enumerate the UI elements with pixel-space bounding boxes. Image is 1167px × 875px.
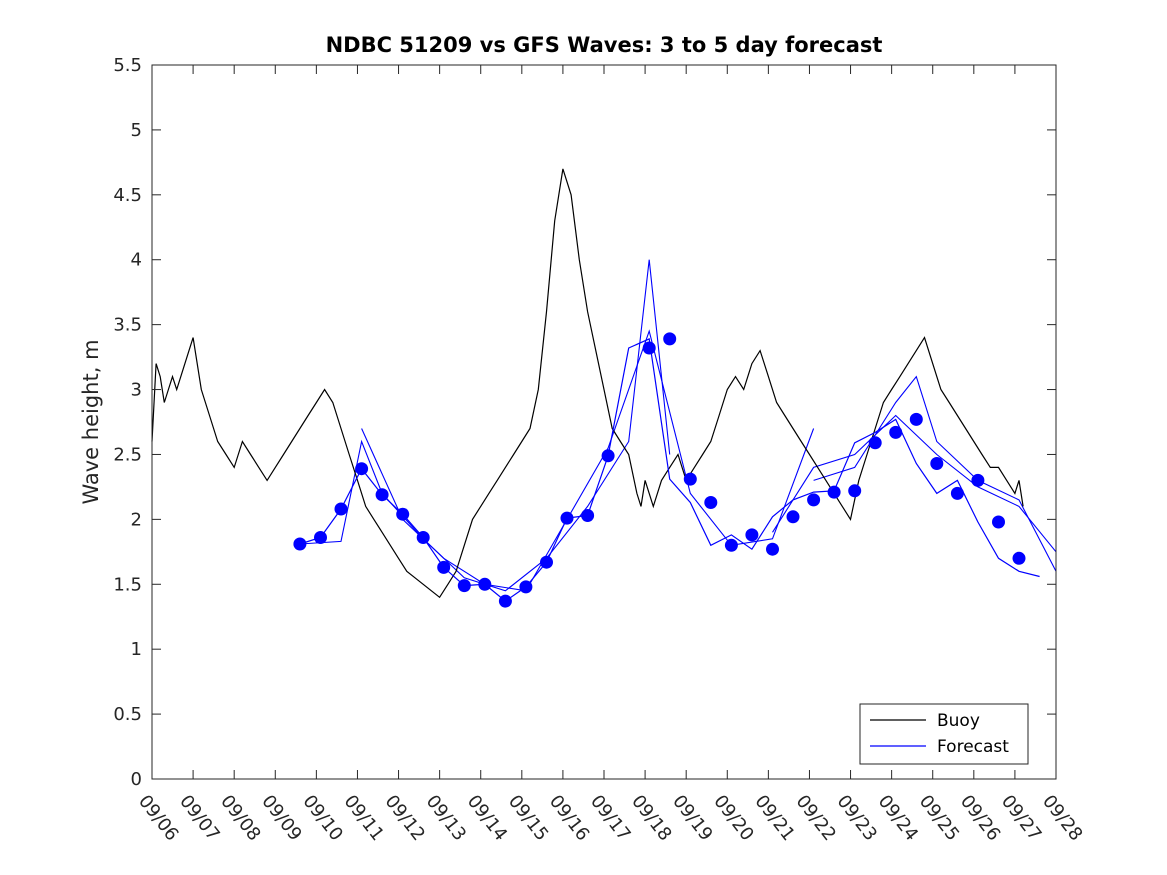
x-tick-label-16: 09/22 [792,791,840,845]
forecast-marker-2 [334,502,348,516]
forecast-marker-29 [909,412,923,426]
forecast-marker-27 [868,436,882,450]
forecast-marker-6 [416,531,430,544]
y-tick-label-11: 5.5 [113,55,142,76]
x-tick-label-2: 09/08 [216,791,264,845]
forecast-marker-8 [457,579,471,593]
x-tick-label-14: 09/20 [709,791,757,845]
y-tick-label-0: 0 [131,769,142,790]
forecast-marker-17 [663,332,677,346]
forecast-marker-4 [375,488,389,502]
forecast-marker-18 [683,472,697,486]
forecast-marker-25 [827,485,841,499]
x-tick-label-20: 09/26 [956,791,1004,845]
y-tick-label-6: 3 [131,380,142,401]
forecast-marker-34 [1012,551,1026,565]
forecast-marker-9 [478,577,492,591]
forecast-marker-11 [519,580,533,594]
x-tick-label-22: 09/28 [1038,791,1086,845]
x-tick-label-5: 09/11 [340,791,388,845]
forecast-marker-24 [807,493,821,507]
y-tick-label-10: 5 [131,120,142,141]
forecast-marker-5 [396,507,410,521]
x-tick-label-9: 09/15 [504,791,552,845]
forecast-marker-7 [437,560,451,574]
x-tick-label-11: 09/17 [586,791,634,845]
y-tick-label-2: 1 [131,639,142,660]
forecast-marker-13 [560,511,574,525]
forecast-marker-23 [786,510,800,524]
forecast-marker-21 [745,528,759,542]
forecast-marker-10 [498,594,512,608]
x-tick-label-6: 09/12 [381,791,429,845]
forecast-marker-30 [930,457,944,470]
forecast-run-line-3 [772,414,1057,553]
forecast-marker-0 [293,537,307,551]
x-tick-label-21: 09/27 [997,791,1045,845]
x-tick-label-7: 09/13 [422,791,470,845]
forecast-marker-16 [642,341,656,355]
x-tick-label-17: 09/23 [833,791,881,845]
forecast-run-line-2 [813,375,1057,572]
legend-buoy-label: Buoy [937,711,980,731]
legend-forecast-label: Forecast [937,737,1009,757]
y-axis-label: Wave height, m [79,339,103,504]
forecast-marker-26 [848,484,862,498]
plot-area [151,65,1057,779]
x-tick-label-13: 09/19 [668,791,716,845]
forecast-marker-20 [724,538,738,552]
forecast-marker-19 [704,496,718,509]
x-tick-label-10: 09/16 [545,791,593,845]
x-tick-label-1: 09/07 [175,791,223,845]
plot-background [152,65,1056,779]
y-tick-label-5: 2.5 [113,444,142,465]
x-tick-label-12: 09/18 [627,791,675,845]
x-tick-label-3: 09/09 [257,791,305,845]
y-tick-label-8: 4 [131,250,142,271]
chart-title: NDBC 51209 vs GFS Waves: 3 to 5 day fore… [326,33,883,57]
x-tick-label-4: 09/10 [298,791,346,845]
y-tick-label-7: 3.5 [113,315,142,336]
forecast-marker-12 [540,555,553,569]
y-tick-label-4: 2 [131,509,142,530]
forecast-marker-1 [314,531,327,544]
legend-box [859,703,1029,765]
x-tick-label-0: 09/06 [134,791,182,845]
y-tick-label-3: 1.5 [113,574,142,595]
forecast-run-line-1 [361,329,815,592]
forecast-marker-15 [601,449,615,463]
forecast-marker-14 [581,509,595,522]
x-tick-label-18: 09/24 [874,791,922,845]
legend: Buoy Forecast [859,703,1029,765]
x-tick-label-19: 09/25 [915,791,963,845]
y-tick-label-9: 4.5 [113,185,142,206]
forecast-marker-32 [971,473,985,487]
forecast-marker-22 [766,542,779,556]
y-tick-label-1: 0.5 [113,704,142,725]
forecast-marker-28 [889,425,903,439]
forecast-marker-3 [355,462,369,476]
forecast-marker-31 [950,486,964,500]
x-tick-label-15: 09/21 [750,791,798,845]
x-tick-label-8: 09/14 [463,791,511,845]
forecast-marker-33 [992,515,1005,529]
